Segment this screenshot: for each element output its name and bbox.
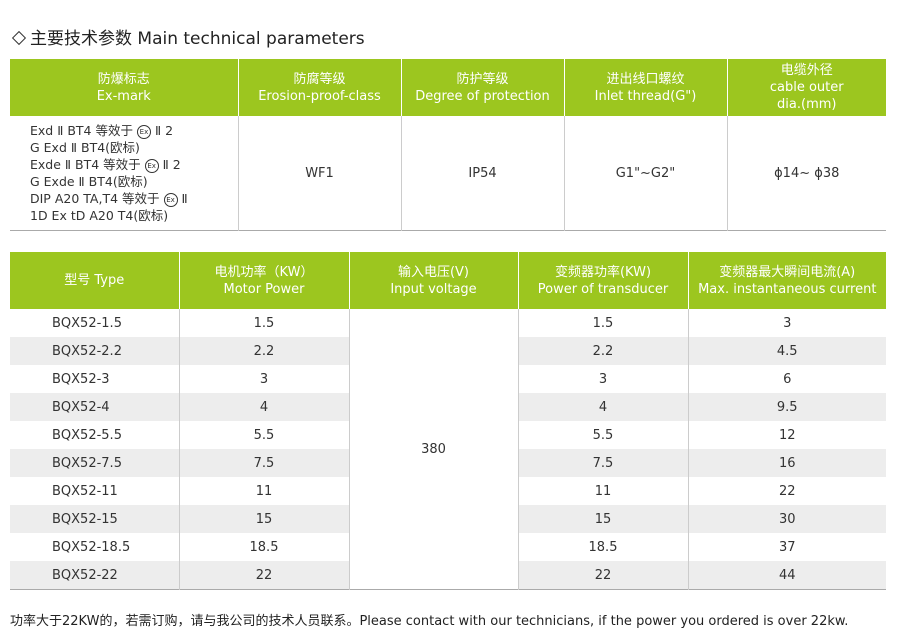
header-ex-mark: 防爆标志 Ex-mark	[10, 59, 239, 116]
ex-mark-line: G Exde Ⅱ BT4(欧标)	[30, 174, 148, 189]
ex-symbol-icon: Ex	[163, 192, 178, 207]
table-row: BQX52-11 11 11 22	[10, 477, 886, 505]
max-current-cell: 4.5	[688, 337, 886, 365]
model-cell: BQX52-18.5	[10, 533, 180, 561]
table-row: BQX52-22 22 22 44	[10, 561, 886, 590]
section-heading: 主要技术参数 Main technical parameters	[10, 24, 365, 49]
transducer-power-cell: 4	[518, 393, 689, 421]
transducer-power-cell: 7.5	[518, 449, 689, 477]
model-cell: BQX52-15	[10, 505, 180, 533]
transducer-power-cell: 5.5	[518, 421, 689, 449]
table-row: BQX52-18.5 18.5 18.5 37	[10, 533, 886, 561]
max-current-cell: 30	[688, 505, 886, 533]
header-cable-dia: 电缆外径 cable outer dia.(mm)	[727, 59, 886, 116]
power-header-row: 型号 Type 电机功率（KW） Motor Power 输入电压(V) Inp…	[10, 252, 886, 309]
motor-power-cell: 22	[179, 561, 350, 590]
motor-power-cell: 7.5	[179, 449, 350, 477]
motor-power-cell: 4	[179, 393, 350, 421]
header-erosion-class: 防腐等级 Erosion-proof-class	[238, 59, 402, 116]
header-protection: 防护等级 Degree of protection	[401, 59, 565, 116]
transducer-power-cell: 22	[518, 561, 689, 590]
max-current-cell: 44	[688, 561, 886, 590]
diamond-icon	[11, 30, 27, 46]
table-row: BQX52-3 3 3 6	[10, 365, 886, 393]
header-type: 型号 Type	[10, 252, 180, 309]
max-current-cell: 12	[778, 427, 796, 443]
model-cell: BQX52-1.5	[10, 309, 180, 337]
protection-value: IP54	[401, 116, 565, 231]
header-transducer-power: 变频器功率(KW) Power of transducer	[518, 252, 689, 309]
parameters-table: 防爆标志 Ex-mark 防腐等级 Erosion-proof-class 防护…	[10, 59, 886, 231]
max-current-cell: 22	[778, 483, 796, 499]
erosion-class-value: WF1	[238, 116, 402, 231]
max-current-cell: 3	[783, 315, 792, 331]
cable-dia-value: ϕ14~ ϕ38	[774, 165, 840, 181]
table-row: BQX52-1.5 1.5 380 1.5 3	[10, 309, 886, 590]
section-heading-text: 主要技术参数 Main technical parameters	[30, 29, 365, 49]
ex-mark-line: DIP A20 TA,T4 等效于 Ex Ⅱ	[30, 191, 188, 207]
model-cell: BQX52-11	[10, 477, 180, 505]
motor-power-cell: 15	[179, 505, 350, 533]
ex-mark-line: Exd Ⅱ BT4 等效于 Ex Ⅱ 2	[30, 123, 174, 139]
power-rows: BQX52-1.5 1.5 380 1.5 3 BQX52-2.2 2.2 2.2 4.5 BQX…	[10, 309, 886, 590]
max-current-cell: 9.5	[688, 393, 886, 421]
motor-power-cell: 18.5	[179, 533, 350, 561]
model-cell: BQX52-4	[10, 393, 180, 421]
header-motor-power: 电机功率（KW） Motor Power	[179, 252, 350, 309]
table-row: BQX52-5.5 5.5 5.5 12	[10, 421, 886, 449]
motor-power-cell: 2.2	[179, 337, 350, 365]
transducer-power-cell: 3	[518, 365, 689, 393]
ex-symbol-icon: Ex	[136, 124, 151, 139]
max-current-cell: 6	[783, 371, 792, 387]
motor-power-cell: 11	[179, 477, 350, 505]
header-inlet-thread: 进出线口螺纹 Inlet thread(G")	[564, 59, 728, 116]
transducer-power-cell: 2.2	[518, 337, 689, 365]
model-cell: BQX52-5.5	[10, 421, 180, 449]
header-max-current: 变频器最大瞬间电流(A) Max. instantaneous current	[688, 252, 886, 309]
motor-power-cell: 5.5	[179, 421, 350, 449]
table-row: BQX52-4 4 4 9.5	[10, 393, 886, 421]
model-cell: BQX52-7.5	[10, 449, 180, 477]
motor-power-cell: 3	[179, 365, 350, 393]
header-input-voltage: 输入电压(V) Input voltage	[349, 252, 519, 309]
max-current-cell: 37	[778, 539, 796, 555]
transducer-power-cell: 15	[518, 505, 689, 533]
motor-power-cell: 1.5	[179, 309, 350, 337]
ex-symbol-icon: Ex	[144, 158, 159, 173]
power-table: 型号 Type 电机功率（KW） Motor Power 输入电压(V) Inp…	[10, 252, 886, 590]
table-row: BQX52-2.2 2.2 2.2 4.5	[10, 337, 886, 365]
ex-mark-line: 1D Ex tD A20 T4(欧标)	[30, 208, 169, 223]
input-voltage-cell: 380	[349, 309, 519, 590]
transducer-power-cell: 18.5	[518, 533, 689, 561]
ex-mark-line: G Exd Ⅱ BT4(欧标)	[30, 140, 140, 155]
parameters-header-row: 防爆标志 Ex-mark 防腐等级 Erosion-proof-class 防护…	[10, 59, 886, 116]
footnote: 功率大于22KW的，若需订购，请与我公司的技术人员联系。Please conta…	[10, 614, 849, 629]
transducer-power-cell: 11	[518, 477, 689, 505]
model-cell: BQX52-2.2	[10, 337, 180, 365]
table-row: BQX52-15 15 15 30	[10, 505, 886, 533]
max-current-cell: 16	[688, 449, 886, 477]
model-cell: BQX52-22	[10, 561, 180, 590]
ex-mark-line: Exde Ⅱ BT4 等效于 Ex Ⅱ 2	[30, 157, 181, 173]
model-cell: BQX52-3	[10, 365, 180, 393]
table-row: BQX52-7.5 7.5 7.5 16	[10, 449, 886, 477]
transducer-power-cell: 1.5	[518, 309, 689, 337]
inlet-thread-value: G1"~G2"	[564, 116, 728, 231]
